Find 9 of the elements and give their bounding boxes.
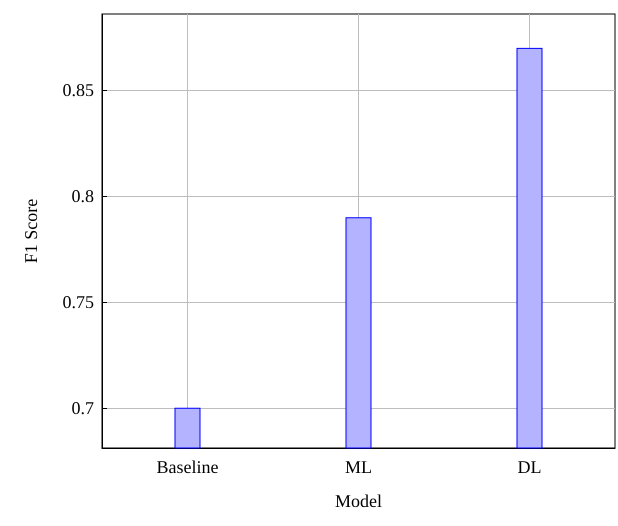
x-axis-title: Model <box>335 491 382 511</box>
y-tick-label: 0.8 <box>72 186 94 206</box>
x-tick-label: Baseline <box>156 457 218 477</box>
y-tick-label: 0.75 <box>62 292 94 312</box>
y-axis-title: F1 Score <box>21 198 41 264</box>
x-tick-label: ML <box>345 457 372 477</box>
y-tick-label: 0.85 <box>62 80 94 100</box>
x-tick-label: DL <box>518 457 542 477</box>
y-tick-label: 0.7 <box>72 398 94 418</box>
